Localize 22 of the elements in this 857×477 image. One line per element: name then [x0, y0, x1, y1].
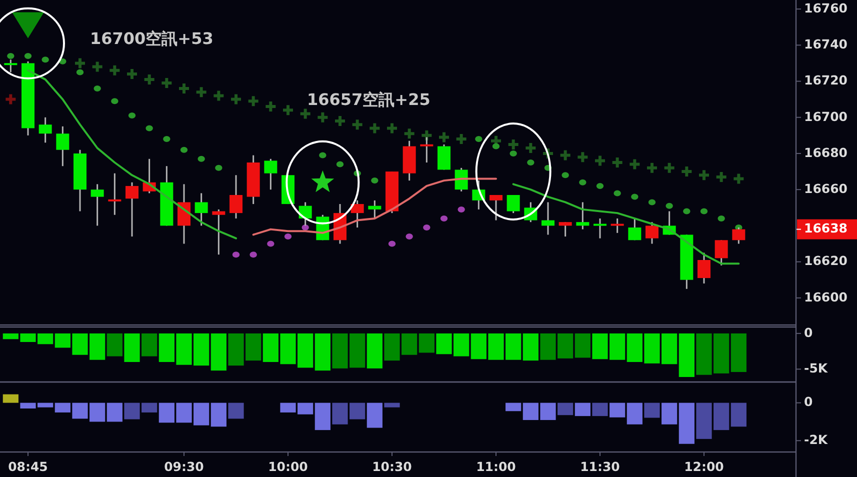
y-tick-label: -5K [804, 360, 829, 376]
x-tick-label: 09:30 [164, 459, 204, 474]
y-tick-label: 16638 [804, 220, 848, 236]
y-tick-label: 16660 [804, 181, 848, 196]
y-tick-label: -2K [804, 432, 829, 448]
annotation: 16700空訊+53 [90, 29, 214, 48]
y-tick-label: 0 [804, 324, 813, 340]
y-tick-label: 16700 [804, 108, 848, 124]
y-tick-label: 16600 [804, 289, 848, 304]
x-tick-label: 12:00 [684, 459, 724, 474]
x-tick-label: 08:45 [8, 459, 48, 474]
x-tick-label: 11:30 [580, 459, 620, 474]
x-tick-label: 10:00 [268, 459, 308, 474]
x-tick-label: 10:30 [372, 459, 412, 474]
y-tick-label: 16720 [804, 72, 848, 88]
y-tick-label: 16740 [804, 36, 848, 52]
y-tick-label: 16620 [804, 253, 848, 268]
annotation: 16657空訊+25 [307, 90, 430, 109]
x-tick-label: 11:00 [476, 459, 516, 474]
y-tick-label: 0 [804, 394, 813, 410]
y-tick-label: 16680 [804, 144, 848, 160]
y-tick-label: 16760 [804, 0, 848, 16]
